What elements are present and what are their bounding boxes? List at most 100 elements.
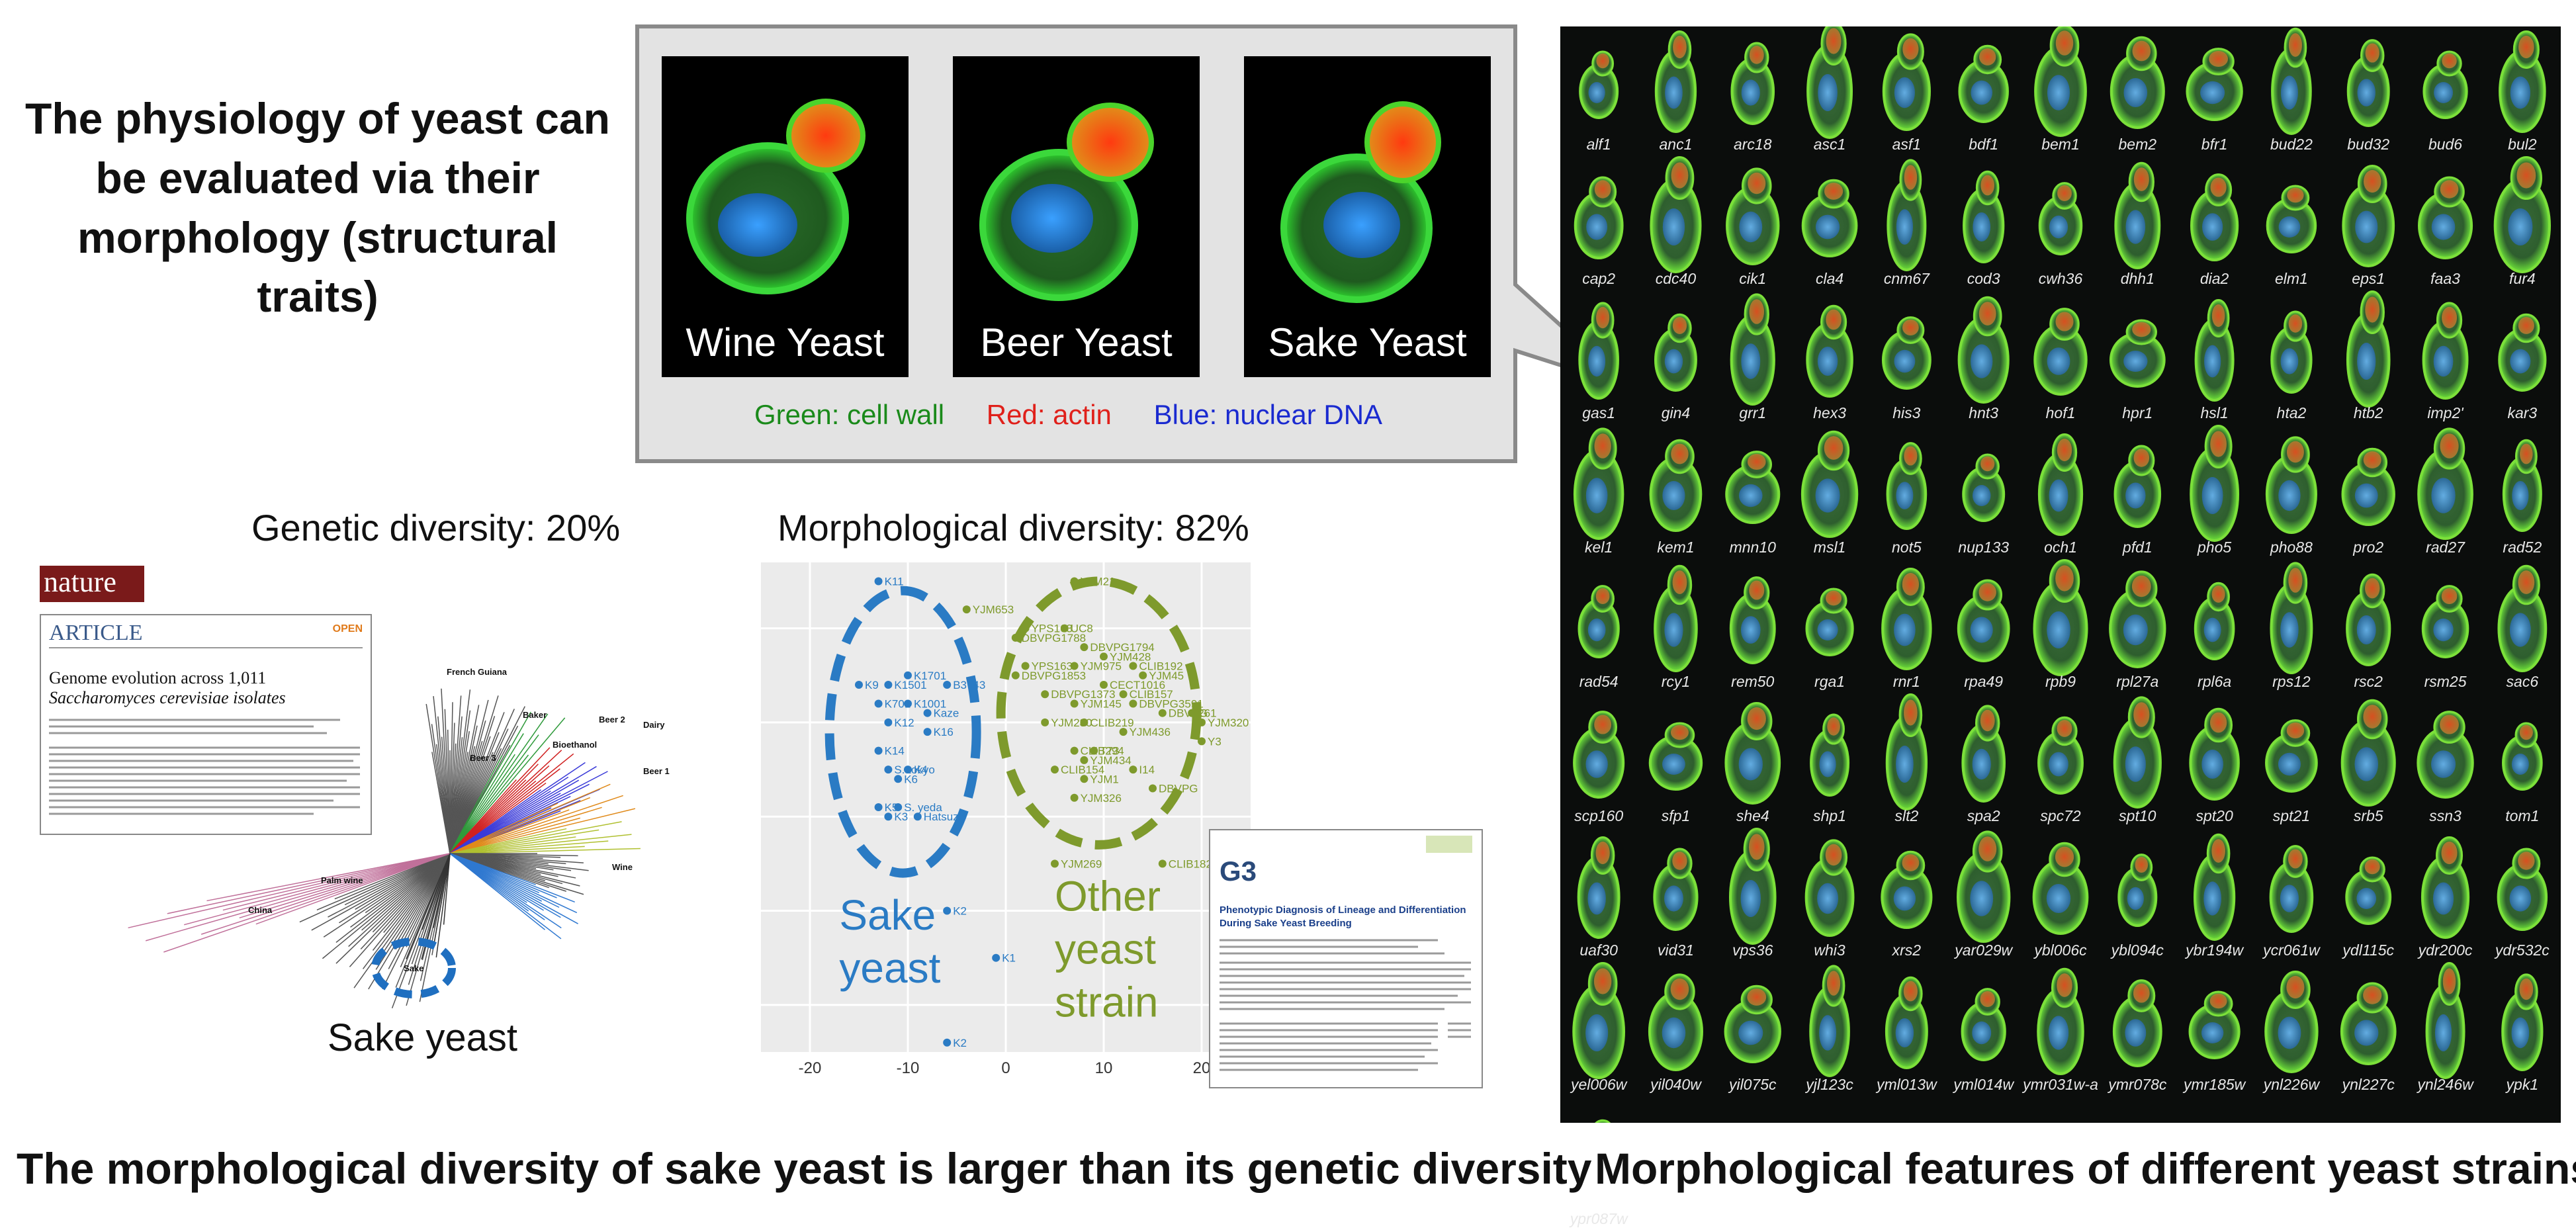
yeast-cell [2499, 30, 2546, 133]
yeast-cell [1650, 156, 1702, 273]
scatter-point [1041, 690, 1049, 699]
strain-label: ydr532c [2495, 942, 2550, 959]
yeast-cell [2037, 433, 2084, 536]
strain-label: ycr061w [2263, 942, 2320, 959]
yeast-cell [2265, 719, 2318, 793]
strain-label: htb2 [2353, 404, 2383, 421]
scatter-point [894, 775, 903, 783]
group-annotation: strain [1055, 979, 1159, 1026]
strain-label: bud22 [2270, 136, 2313, 153]
yeast-cell [2493, 156, 2552, 273]
strain-label: ssn3 [2429, 807, 2462, 824]
yeast-cell [1577, 836, 1621, 939]
point-label: K14 [885, 745, 905, 758]
x-tick-label: 0 [1001, 1059, 1010, 1077]
strain-label: bud32 [2347, 136, 2390, 153]
strain-label: faa3 [2430, 270, 2460, 287]
yeast-cell [2269, 845, 2314, 933]
yeast-cell-shapes [1572, 26, 2552, 1123]
strain-label: gas1 [1582, 404, 1616, 421]
yeast-cell [2186, 48, 2243, 121]
strain-label: rpa49 [1964, 673, 2004, 690]
yeast-cell [2190, 425, 2240, 542]
strain-label: pro2 [2353, 539, 2384, 556]
point-label: K701 [885, 697, 911, 710]
yeast-cell [1805, 588, 1854, 656]
strain-label: dia2 [2199, 270, 2229, 287]
morphological-diversity-title: Morphological diversity: 82% [777, 507, 1249, 548]
yeast-cell [2033, 308, 2088, 396]
yeast-cell [2422, 50, 2468, 119]
point-label: DBVPG1794 [1090, 641, 1154, 654]
scatter-point [1070, 662, 1079, 670]
point-label: CLIB294 [1081, 745, 1124, 758]
point-label: YJM145 [1081, 697, 1122, 710]
strain-label: ybr194w [2186, 942, 2244, 959]
strain-label: vid31 [1657, 942, 1694, 959]
yeast-cell [2032, 842, 2089, 935]
strain-label: cla4 [1815, 270, 1844, 287]
strain-label: yar029w [1955, 942, 2013, 959]
sake-yeast-panel: Sake Yeast [1244, 56, 1491, 377]
group-annotation: yeast [1055, 926, 1156, 973]
strain-label: shp1 [1813, 807, 1846, 824]
point-label: K4 [914, 764, 928, 776]
yeast-cell [1574, 176, 1624, 259]
scatter-point [913, 812, 922, 821]
point-label: YJM21 [1081, 575, 1116, 588]
scatter-point [884, 812, 893, 821]
yeast-cell [1648, 973, 1703, 1071]
title-line: be evaluated via their [95, 153, 540, 202]
yeast-cell [1730, 293, 1775, 406]
strain-label: hsl1 [2200, 404, 2229, 421]
point-label: YPS163 [1032, 660, 1073, 673]
strain-label: yil075c [1728, 1076, 1777, 1093]
yeast-cell [1654, 564, 1698, 672]
scatter-point [1158, 859, 1167, 868]
legend-blue: Blue: nuclear DNA [1153, 399, 1383, 430]
yeast-cell [2271, 27, 2312, 135]
yeast-cell [2266, 185, 2317, 253]
yeast-cell [2190, 173, 2239, 261]
yeast-cell [1579, 50, 1619, 119]
yeast-cell [2117, 854, 2158, 927]
strain-label: xrs2 [1892, 942, 1922, 959]
scatter-point [943, 906, 952, 915]
yeast-cell [2265, 436, 2317, 534]
yeast-cell [1726, 167, 1780, 265]
yeast-cell [1804, 839, 1855, 937]
yeast-cell [1648, 722, 1703, 791]
yeast-cell [2425, 962, 2465, 1079]
strain-label: sac6 [2506, 673, 2539, 690]
strain-label: cik1 [1739, 270, 1767, 287]
scatter-point [1129, 699, 1137, 708]
scatter-point [1021, 624, 1030, 633]
scatter-point [1129, 662, 1137, 670]
strain-label: ymr078c [2108, 1076, 2167, 1093]
scatter-point [1149, 784, 1157, 793]
strain-label: hta2 [2276, 404, 2307, 421]
point-label: K1001 [914, 697, 946, 710]
point-label: K11 [885, 575, 904, 588]
yeast-cell [1806, 304, 1853, 398]
point-label: Hatsuzo [924, 811, 965, 823]
strain-label: ynl226w [2263, 1076, 2320, 1093]
yeast-cell [2340, 982, 2397, 1065]
yeast-cell [2194, 299, 2235, 402]
g3-header-block [1426, 836, 1472, 853]
g3-text-lines [1220, 939, 1471, 1071]
scatter-point [1090, 746, 1098, 755]
yeast-cell [2421, 585, 2469, 658]
yeast-cell [1885, 693, 1928, 811]
strain-label: och1 [2044, 539, 2077, 556]
point-label: K6 [904, 773, 918, 785]
point-label: K1501 [894, 679, 926, 691]
divider [49, 647, 363, 648]
strain-label: ypk1 [2506, 1076, 2539, 1093]
yeast-cell [1886, 442, 1928, 530]
tree-label-china: China [248, 905, 273, 915]
yeast-cell [2113, 696, 2162, 809]
legend-red: Red: actin [986, 399, 1112, 430]
strain-label: ybl094c [2111, 942, 2164, 959]
strain-label: ypr087w [1570, 1210, 1628, 1227]
